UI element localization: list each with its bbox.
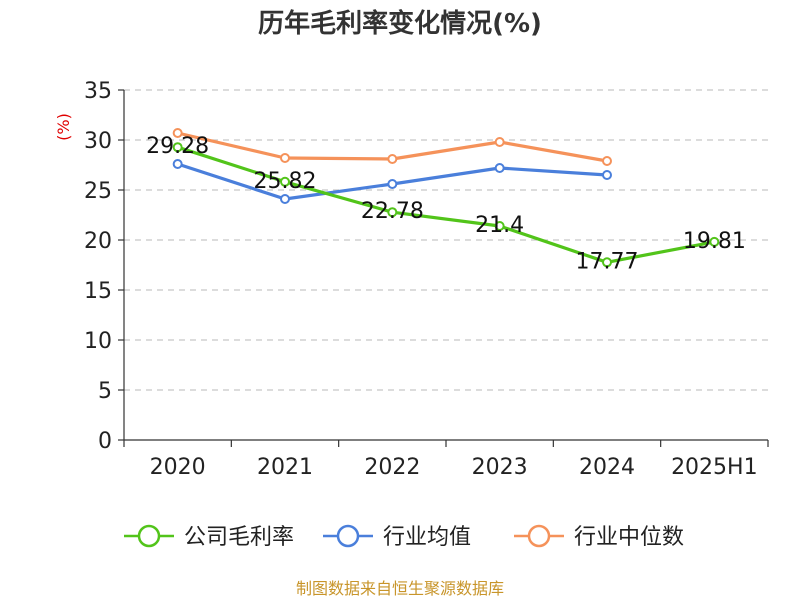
- data-point: [280, 176, 290, 187]
- data-label: 19.81: [683, 229, 746, 254]
- legend[interactable]: 公司毛利率 行业均值 行业中位数: [124, 524, 684, 550]
- data-point: [387, 207, 398, 218]
- data-point: [602, 170, 612, 180]
- x-tick-label: 2020: [150, 455, 206, 480]
- y-tick-label: 15: [84, 279, 112, 304]
- y-tick-label: 30: [84, 129, 112, 154]
- legend-label: 行业均值: [383, 525, 471, 550]
- y-axis-label: (%): [54, 113, 73, 141]
- chart-title: 历年毛利率变化情况(%): [258, 8, 542, 39]
- data-labels: 29.28 25.82 22.78 21.4 17.77 19.81: [146, 134, 746, 274]
- data-point: [494, 163, 505, 173]
- series-points: [172, 128, 720, 268]
- series-line: [177, 145, 715, 264]
- data-label: 25.82: [254, 169, 317, 194]
- data-label: 29.28: [146, 134, 209, 159]
- y-tick-label: 35: [84, 79, 112, 104]
- legend-label: 公司毛利率: [184, 525, 294, 550]
- data-point: [709, 236, 720, 247]
- data-point: [602, 156, 612, 166]
- x-tick-label: 2021: [257, 455, 313, 480]
- legend-marker: [527, 524, 551, 548]
- data-point: [172, 128, 183, 138]
- data-point: [602, 257, 612, 268]
- series-lines: [177, 131, 715, 264]
- data-point: [387, 179, 398, 189]
- axes: 0 5 10 15 20 25 30 35 2020 2021 2022 2023 2024 2025H1: [84, 79, 769, 480]
- data-point: [172, 142, 183, 153]
- data-point: [494, 221, 505, 231]
- data-point: [494, 137, 505, 147]
- data-label: 17.77: [576, 249, 639, 274]
- data-label: 21.4: [475, 213, 524, 238]
- y-tick-label: 20: [84, 229, 112, 254]
- y-tick-label: 25: [84, 179, 112, 204]
- legend-item[interactable]: 行业中位数: [514, 524, 684, 550]
- grid-lines: [124, 89, 768, 391]
- y-tick-label: 0: [98, 429, 112, 454]
- legend-marker: [336, 524, 360, 548]
- data-point: [280, 194, 290, 204]
- x-tick-label: 2023: [472, 455, 528, 480]
- source-note: 制图数据来自恒生聚源数据库: [296, 579, 504, 598]
- x-tick-label: 2022: [364, 455, 420, 480]
- data-point: [387, 154, 398, 164]
- y-tick-label: 10: [84, 329, 112, 354]
- x-tick-label: 2024: [579, 455, 635, 480]
- legend-marker: [137, 524, 161, 548]
- legend-label: 行业中位数: [574, 525, 684, 550]
- x-tick-label: 2025H1: [671, 455, 758, 480]
- data-point: [172, 159, 183, 169]
- data-point: [280, 153, 290, 163]
- y-tick-label: 5: [98, 379, 112, 404]
- legend-item[interactable]: 行业均值: [323, 524, 471, 550]
- data-label: 22.78: [361, 199, 424, 224]
- legend-item[interactable]: 公司毛利率: [124, 524, 294, 550]
